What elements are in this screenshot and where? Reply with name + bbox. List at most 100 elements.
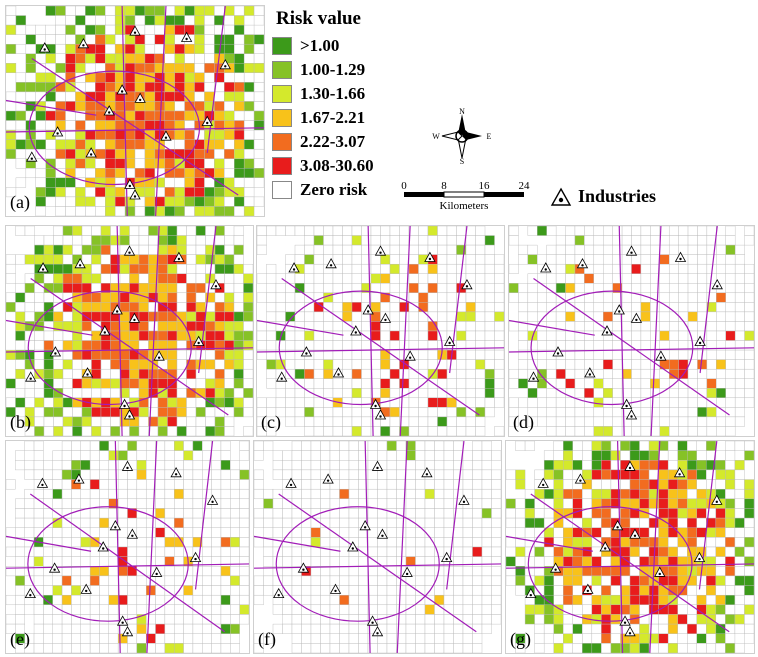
census-tract — [358, 633, 369, 644]
census-tract — [134, 110, 146, 121]
census-tract — [725, 527, 736, 538]
census-tract — [174, 43, 185, 54]
census-tract — [224, 91, 235, 102]
census-tract — [574, 349, 585, 360]
industry-marker-icon — [374, 245, 387, 256]
census-tract — [65, 6, 76, 16]
census-tract — [494, 273, 504, 284]
census-tract — [434, 585, 445, 596]
census-tract — [99, 460, 110, 471]
census-tract — [481, 604, 492, 615]
census-tract — [195, 254, 206, 265]
census-tract — [127, 488, 138, 500]
census-tract — [715, 469, 726, 480]
census-tract — [186, 407, 197, 418]
census-tract — [266, 378, 277, 389]
census-tract — [725, 397, 736, 408]
census-tract — [34, 407, 45, 418]
census-tract — [81, 330, 92, 341]
census-tract — [184, 15, 195, 26]
census-tract — [195, 368, 206, 379]
census-tract — [678, 349, 689, 360]
census-tract — [405, 498, 416, 509]
census-tract — [43, 244, 54, 255]
census-tract — [415, 450, 426, 461]
census-tract — [687, 633, 697, 644]
census-tract — [725, 263, 736, 274]
census-tract — [725, 321, 736, 332]
census-tract — [230, 614, 240, 625]
census-tract — [15, 614, 25, 625]
census-tract — [725, 566, 736, 577]
industry-marker-icon — [25, 371, 37, 382]
census-tract — [332, 302, 343, 313]
census-tract — [43, 546, 53, 557]
census-tract — [294, 273, 305, 284]
census-tract — [75, 24, 86, 35]
census-tract — [164, 120, 175, 131]
census-tract — [194, 63, 205, 74]
census-tract — [81, 426, 92, 436]
census-tract — [462, 527, 473, 538]
census-tract — [537, 388, 547, 399]
census-tract — [370, 359, 381, 370]
census-tract — [186, 302, 197, 313]
census-tract — [696, 585, 707, 596]
census-tract — [243, 129, 255, 140]
census-tract — [108, 460, 119, 471]
census-tract — [239, 604, 249, 615]
census-tract — [418, 302, 429, 313]
census-tract — [437, 426, 448, 436]
census-tract — [100, 302, 111, 313]
census-tract — [687, 254, 698, 265]
census-tract — [725, 460, 736, 471]
census-tract — [291, 450, 302, 461]
census-tract — [253, 139, 264, 150]
census-tract — [553, 643, 564, 653]
industry-marker-dot — [618, 310, 621, 313]
census-tract — [348, 566, 359, 577]
highway — [699, 226, 718, 374]
census-tract — [224, 359, 235, 370]
census-tract — [320, 623, 331, 634]
census-tract — [53, 426, 64, 436]
census-tract — [427, 263, 438, 274]
census-tract — [418, 235, 429, 246]
census-tract — [233, 273, 244, 284]
census-tract — [427, 283, 438, 294]
census-tract — [6, 302, 16, 313]
census-tract — [266, 311, 277, 322]
census-tract — [25, 72, 36, 83]
census-tract — [678, 388, 689, 399]
industry-marker-dot — [633, 534, 637, 537]
census-tract — [565, 397, 576, 408]
census-tract — [734, 292, 745, 303]
census-tract — [15, 450, 25, 461]
census-tract — [114, 158, 126, 169]
census-tract — [408, 292, 419, 303]
census-tract — [424, 566, 435, 577]
census-tract — [494, 378, 504, 389]
census-tract — [134, 129, 146, 140]
census-tract — [612, 359, 623, 370]
census-tract — [6, 273, 16, 284]
census-tract — [640, 302, 651, 313]
census-tract — [667, 517, 678, 528]
census-tract — [310, 594, 321, 606]
census-tract — [667, 537, 678, 548]
census-tract — [584, 407, 595, 418]
census-tract — [183, 441, 194, 451]
census-tract — [214, 292, 225, 303]
industry-marker-icon — [103, 105, 115, 116]
census-tract — [546, 244, 557, 255]
census-tract — [648, 527, 659, 538]
census-tract — [380, 254, 391, 265]
scale-tick-8: 8 — [441, 180, 447, 192]
census-tract — [396, 460, 407, 471]
census-tract — [491, 488, 501, 500]
census-tract — [220, 450, 231, 461]
census-tract — [524, 556, 535, 567]
census-tract — [396, 441, 407, 451]
census-tract — [138, 311, 149, 322]
census-tract — [677, 546, 688, 557]
